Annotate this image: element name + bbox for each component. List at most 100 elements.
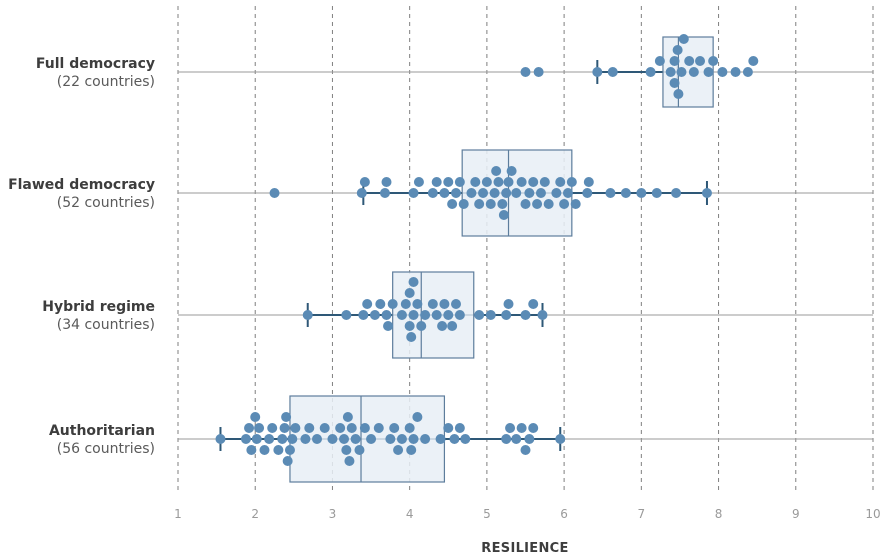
data-point <box>302 310 313 320</box>
data-point <box>501 434 512 444</box>
data-point <box>437 321 448 331</box>
data-point <box>676 67 687 77</box>
data-point <box>742 67 753 77</box>
data-point <box>511 434 522 444</box>
data-point <box>387 299 398 309</box>
x-tick-label: 4 <box>406 507 414 521</box>
category-count: (22 countries) <box>57 74 155 90</box>
data-point <box>408 277 419 287</box>
data-point <box>555 434 566 444</box>
data-point <box>412 412 423 422</box>
data-point <box>356 188 367 198</box>
data-point <box>366 434 377 444</box>
category-name: Full democracy <box>36 56 155 72</box>
data-point <box>447 321 458 331</box>
data-point <box>559 199 570 209</box>
data-point <box>304 423 315 433</box>
data-point <box>408 310 419 320</box>
data-point <box>404 423 415 433</box>
data-point <box>503 299 514 309</box>
data-point <box>454 177 465 187</box>
data-point <box>341 445 352 455</box>
data-point <box>404 321 415 331</box>
data-point <box>672 45 683 55</box>
data-point <box>537 310 548 320</box>
data-point <box>406 332 417 342</box>
data-point <box>520 67 531 77</box>
data-point <box>678 34 689 44</box>
data-point <box>273 445 284 455</box>
data-point <box>671 188 682 198</box>
data-point <box>431 310 442 320</box>
data-point <box>695 56 706 66</box>
data-point <box>416 321 427 331</box>
data-point <box>281 412 292 422</box>
data-point <box>350 434 361 444</box>
x-tick-label: 5 <box>483 507 491 521</box>
data-point <box>645 67 656 77</box>
data-point <box>279 423 290 433</box>
vertical-gridlines <box>177 6 874 494</box>
data-point <box>447 199 458 209</box>
data-point <box>454 310 465 320</box>
data-point <box>582 188 593 198</box>
data-point <box>379 188 390 198</box>
x-tick-label: 2 <box>251 507 259 521</box>
data-point <box>393 445 404 455</box>
data-point <box>396 310 407 320</box>
x-tick-label: 1 <box>174 507 182 521</box>
data-point <box>420 310 431 320</box>
data-point <box>503 177 514 187</box>
data-point <box>489 188 500 198</box>
data-point <box>346 423 357 433</box>
data-point <box>383 321 394 331</box>
data-point <box>516 177 527 187</box>
data-point <box>528 423 539 433</box>
data-point <box>474 199 485 209</box>
data-point <box>528 177 539 187</box>
data-point <box>341 310 352 320</box>
data-point <box>359 423 370 433</box>
data-point <box>481 177 492 187</box>
data-point <box>406 445 417 455</box>
data-point <box>470 177 481 187</box>
data-point <box>246 445 257 455</box>
data-point <box>404 288 415 298</box>
data-point <box>466 188 477 198</box>
data-point <box>287 434 298 444</box>
data-point <box>300 434 311 444</box>
category-count: (34 countries) <box>57 317 155 333</box>
data-point <box>375 299 386 309</box>
data-point <box>290 423 301 433</box>
data-point <box>501 188 512 198</box>
category-name: Authoritarian <box>49 423 155 439</box>
category-row: Authoritarian (56 countries) <box>49 395 873 483</box>
data-point <box>497 199 508 209</box>
data-point <box>669 78 680 88</box>
category-name: Hybrid regime <box>42 299 155 315</box>
data-point <box>562 188 573 198</box>
data-point <box>520 199 531 209</box>
category-row: Hybrid regime (34 countries) <box>42 271 873 359</box>
data-point <box>708 56 719 66</box>
data-point <box>215 434 226 444</box>
data-point <box>485 310 496 320</box>
data-point <box>420 434 431 444</box>
data-point <box>485 199 496 209</box>
data-point <box>520 445 531 455</box>
data-point <box>362 299 373 309</box>
data-point <box>431 177 442 187</box>
data-point <box>454 423 465 433</box>
data-point <box>408 188 419 198</box>
data-point <box>555 177 566 187</box>
data-point <box>673 89 684 99</box>
data-point <box>528 299 539 309</box>
data-point <box>669 56 680 66</box>
data-point <box>717 67 728 77</box>
data-point <box>458 199 469 209</box>
data-point <box>505 423 516 433</box>
data-point <box>250 412 261 422</box>
data-point <box>498 210 509 220</box>
data-point <box>267 423 278 433</box>
data-point <box>654 56 665 66</box>
